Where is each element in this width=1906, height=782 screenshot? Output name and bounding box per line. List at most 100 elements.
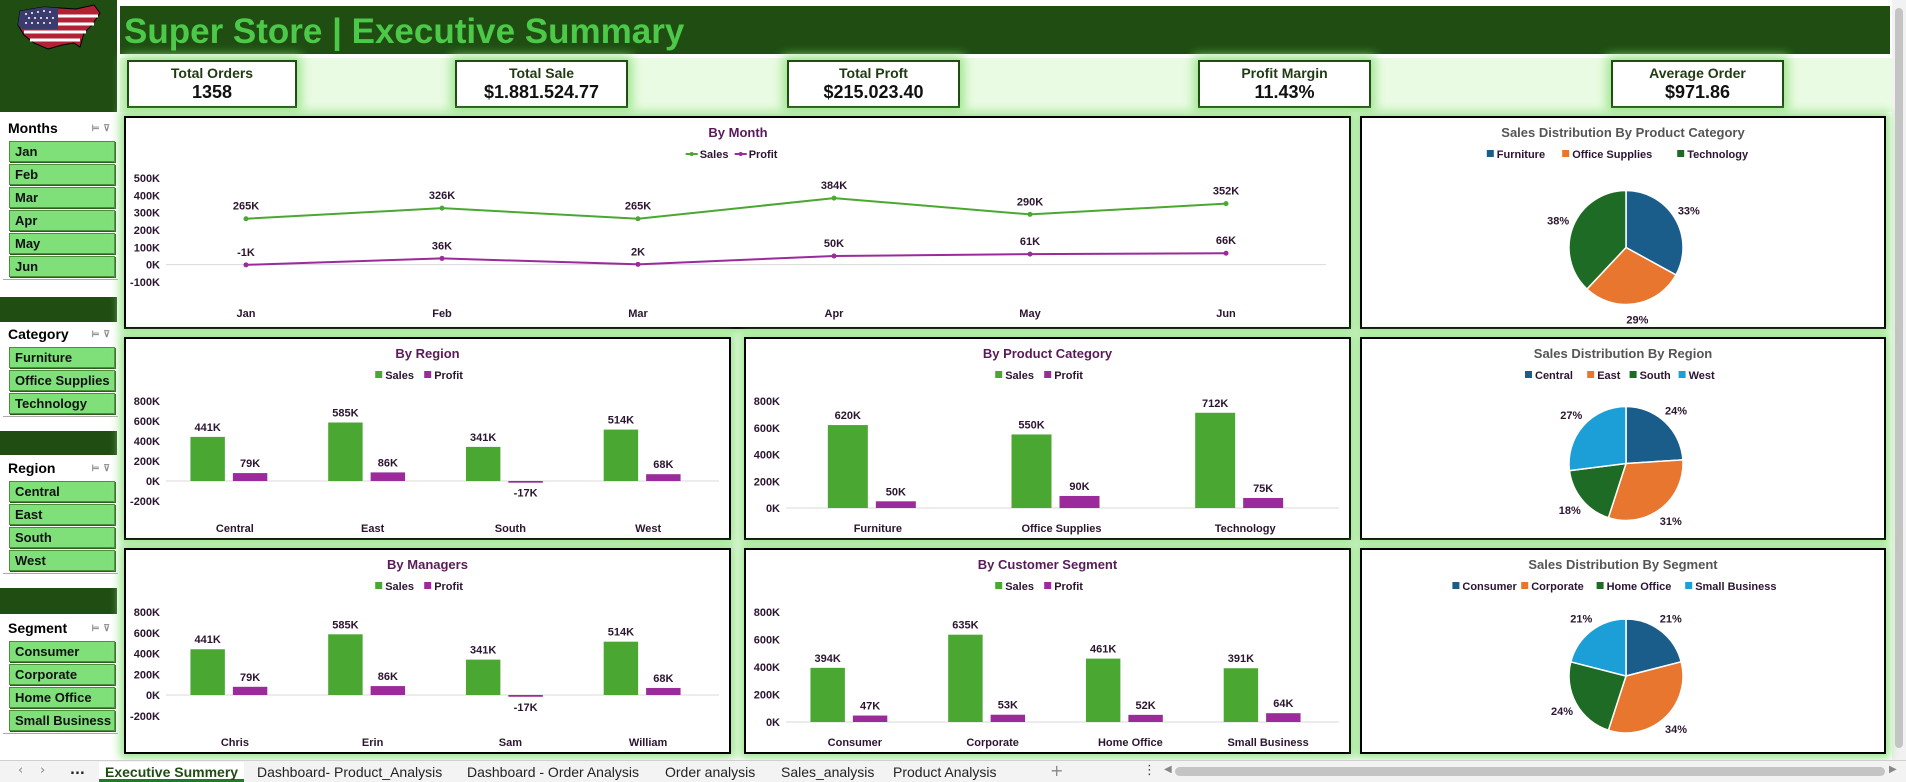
slicer-item-furniture[interactable]: Furniture (9, 347, 115, 368)
slicer-header: Segment ⊨⊽ (3, 617, 118, 639)
bar-profit (1243, 497, 1284, 508)
x-tick-label: Mar (628, 308, 648, 320)
slicer-item-consumer[interactable]: Consumer (9, 641, 115, 662)
y-tick-label: 400K (754, 450, 780, 462)
chart-by-month[interactable]: By Month Sales Profit 500K 400K 300K 200K 100K 0… (124, 116, 1351, 329)
kpi-value: 11.43% (1254, 82, 1315, 102)
chart-title: By Product Category (983, 346, 1113, 361)
slicer-item-may[interactable]: May (9, 233, 115, 254)
slicer-item-technology[interactable]: Technology (9, 393, 115, 414)
chart-by-managers[interactable]: By Managers Sales Profit 800K 600K 400K 200K 0K… (124, 548, 731, 754)
kpi-value: $971.86 (1664, 82, 1731, 102)
chart-by-customer-segment[interactable]: By Customer Segment Sales Profit 800K 600K 40… (744, 548, 1351, 754)
tab-order-analysis[interactable]: Order analysis (665, 764, 756, 780)
slicer-item-small-business[interactable]: Small Business (9, 710, 115, 731)
y-tick-label: 400K (134, 649, 160, 661)
y-tick-label: 500K (134, 173, 160, 185)
slicer-item-home-office[interactable]: Home Office (9, 687, 115, 708)
tab-product-analysis[interactable]: Product Analysis (893, 764, 997, 780)
kpi-profit-margin: Profit Margin 11.43% (1198, 60, 1371, 108)
chart-title: Sales Distribution By Region (1534, 346, 1712, 361)
data-label: 326K (429, 190, 455, 202)
data-label: 53K (998, 700, 1018, 712)
slicer-item-west[interactable]: West (9, 550, 115, 571)
y-tick-label: 800K (754, 396, 780, 408)
tab-dashboard-product-analysis[interactable]: Dashboard- Product_Analysis (257, 764, 443, 780)
chart-sales-distribution-by-region[interactable]: Sales Distribution By Region Central East S… (1360, 337, 1886, 540)
bar-profit (370, 686, 406, 695)
data-label: 86K (378, 671, 398, 683)
slicer-item-mar[interactable]: Mar (9, 187, 115, 208)
multi-select-icon[interactable]: ⊨⊽ (91, 622, 114, 633)
y-tick-label: 200K (134, 225, 160, 237)
tab-dashboard-order-analysis[interactable]: Dashboard - Order Analysis (467, 764, 639, 780)
slicer-item-jun[interactable]: Jun (9, 256, 115, 277)
slicer-item-east[interactable]: East (9, 504, 115, 525)
chart-by-region[interactable]: By Region Sales Profit 800K 600K 400K 200K 0K -2… (124, 337, 731, 540)
y-tick-label: 600K (754, 635, 780, 647)
sheet-options-icon[interactable]: ⋮ (1143, 763, 1156, 778)
bar-sales (603, 641, 639, 695)
legend-swatch (1685, 582, 1693, 589)
x-tick-label: Jan (237, 308, 256, 320)
hscroll-left-arrow-icon[interactable]: ◀ (1164, 764, 1172, 775)
tab-scroll-right-icon[interactable]: › (40, 763, 46, 778)
kpi-average-order: Average Order $971.86 (1611, 60, 1784, 108)
bar-sales (948, 634, 983, 722)
y-tick-label: 0K (766, 717, 780, 729)
vertical-scrollbar[interactable] (1892, 0, 1906, 760)
title-bar: Super Store | Executive Summary (120, 6, 1890, 54)
chart-by-product-category[interactable]: By Product Category Sales Profit 800K 600K 40… (744, 337, 1351, 540)
slicer-item-central[interactable]: Central (9, 481, 115, 502)
chart-sales-distribution-by-segment[interactable]: Sales Distribution By Segment Consumer Cor… (1360, 548, 1886, 754)
data-label: 38% (1547, 216, 1569, 228)
data-point (439, 205, 445, 211)
slicer-item-office-supplies[interactable]: Office Supplies (9, 370, 115, 391)
x-tick-label: William (629, 737, 668, 749)
data-label: 24% (1665, 405, 1687, 417)
multi-select-icon[interactable]: ⊨⊽ (91, 462, 114, 473)
y-tick-label: -200K (130, 496, 160, 508)
slicer-separator (0, 588, 117, 614)
x-tick-label: Technology (1215, 523, 1277, 535)
tab-sales-analysis[interactable]: Sales_analysis (781, 764, 875, 780)
bar-profit (646, 687, 681, 695)
y-tick-label: 800K (134, 396, 160, 408)
slicer-item-south[interactable]: South (9, 527, 115, 548)
multi-select-icon[interactable]: ⊨⊽ (91, 328, 114, 339)
vertical-scroll-thumb[interactable] (1895, 8, 1903, 748)
tab-executive-summery[interactable]: Executive Summery (99, 762, 245, 782)
multi-select-icon[interactable]: ⊨⊽ (91, 122, 114, 133)
more-tabs-button[interactable]: ... (70, 763, 85, 778)
y-tick-label: 0K (146, 260, 160, 272)
slicer-header: Months ⊨⊽ (3, 117, 118, 139)
slicer-item-corporate[interactable]: Corporate (9, 664, 115, 685)
slicer-item-feb[interactable]: Feb (9, 164, 115, 185)
pie-slice-home-office (1568, 660, 1627, 732)
y-tick-label: 800K (754, 607, 780, 619)
data-label: -17K (514, 702, 538, 714)
legend-label: Office Supplies (1572, 149, 1652, 161)
horizontal-scrollbar[interactable] (1175, 767, 1885, 776)
hscroll-right-arrow-icon[interactable]: ▶ (1889, 764, 1897, 775)
legend-label: Sales (1005, 370, 1034, 382)
slicer-item-apr[interactable]: Apr (9, 210, 115, 231)
bar-sales (1223, 668, 1259, 722)
chart-svg: By Product Category Sales Profit 800K 600K 40… (754, 346, 1339, 535)
data-label: 68K (653, 673, 673, 685)
add-sheet-button[interactable]: + (1050, 761, 1064, 780)
tab-scroll-left-icon[interactable]: ‹ (18, 763, 24, 778)
bar-profit (852, 715, 888, 722)
legend-label: Furniture (1497, 149, 1545, 161)
x-tick-label: Central (216, 523, 254, 535)
x-tick-label: Erin (362, 737, 384, 749)
slicer-category: Category ⊨⊽ Furniture Office Supplies Tec… (3, 323, 118, 417)
data-label: 18% (1559, 505, 1581, 517)
slicer-header: Category ⊨⊽ (3, 323, 118, 345)
y-tick-label: 300K (134, 208, 160, 220)
slicer-item-jan[interactable]: Jan (9, 141, 115, 162)
x-tick-label: Corporate (966, 737, 1019, 749)
chart-sales-distribution-by-product-category[interactable]: Sales Distribution By Product Category Fu… (1360, 116, 1886, 329)
chart-svg: By Region Sales Profit 800K 600K 400K 200K 0K -2… (130, 346, 719, 535)
x-tick-label: Sam (499, 737, 522, 749)
